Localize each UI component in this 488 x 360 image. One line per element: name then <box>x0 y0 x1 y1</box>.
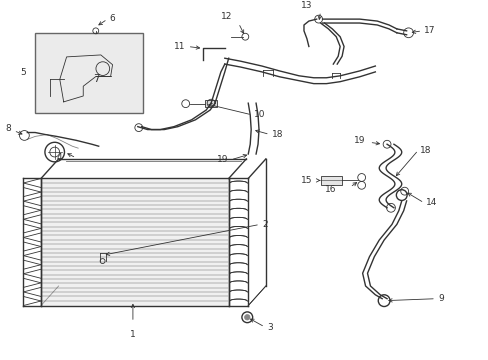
Text: 6: 6 <box>109 14 115 23</box>
Bar <box>41 179 228 306</box>
Bar <box>35 33 142 113</box>
Text: 12: 12 <box>221 12 232 21</box>
Text: 15: 15 <box>301 176 312 185</box>
Text: 11: 11 <box>174 42 185 51</box>
Text: 1: 1 <box>130 330 136 339</box>
Text: 4: 4 <box>57 153 62 162</box>
Bar <box>205 100 217 107</box>
Text: 17: 17 <box>424 26 435 35</box>
Text: 8: 8 <box>5 124 11 133</box>
Text: 16: 16 <box>324 185 336 194</box>
Bar <box>320 176 342 185</box>
Text: 5: 5 <box>20 68 26 77</box>
Text: 7: 7 <box>92 75 99 84</box>
Circle shape <box>244 315 249 320</box>
Text: 13: 13 <box>301 1 312 10</box>
Text: 10: 10 <box>254 111 265 120</box>
Text: 9: 9 <box>437 294 443 303</box>
Text: 18: 18 <box>271 130 283 139</box>
Text: 19: 19 <box>217 156 228 165</box>
Text: 18: 18 <box>420 145 431 154</box>
Text: 3: 3 <box>266 323 272 332</box>
Text: 2: 2 <box>262 220 267 229</box>
Text: 19: 19 <box>353 136 365 145</box>
Text: 14: 14 <box>426 198 437 207</box>
